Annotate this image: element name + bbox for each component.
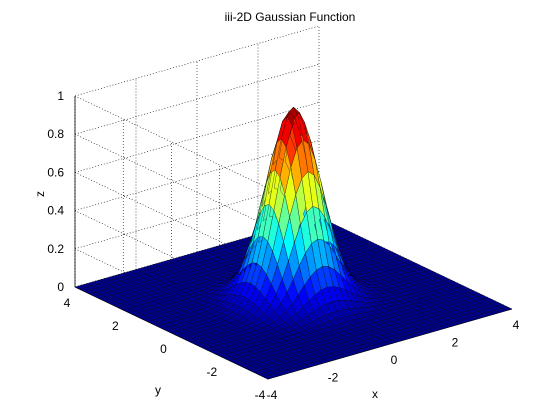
- back-wall-grid-line: [74, 25, 320, 97]
- z-tick-label: 0.6: [47, 165, 64, 179]
- x-tick-label: -4: [267, 388, 278, 402]
- back-wall-grid-line: [74, 102, 320, 173]
- y-axis-label: y: [155, 383, 161, 397]
- z-tick-label: 1: [57, 89, 64, 103]
- x-tick-label: 4: [513, 318, 520, 332]
- y-tick-label: 2: [112, 319, 119, 333]
- z-tick-label: 0: [57, 280, 64, 294]
- y-tick-label: -2: [206, 365, 217, 379]
- z-tick-label: 0.8: [47, 127, 64, 141]
- y-tick-label: 4: [64, 296, 71, 310]
- z-tick-label: 0.2: [47, 242, 64, 256]
- x-tick-label: 0: [391, 353, 398, 367]
- gaussian-surface: [74, 106, 513, 380]
- y-tick-label: 0: [160, 342, 167, 356]
- x-tick-label: -2: [328, 371, 339, 385]
- back-wall-grid-line: [74, 178, 320, 250]
- back-wall-grid-line: [74, 63, 320, 135]
- back-wall-grid-line: [74, 140, 320, 211]
- side-wall-grid-line: [74, 95, 269, 189]
- surface-patch: [500, 306, 513, 311]
- y-tick-label: -4: [255, 388, 266, 402]
- x-axis-label: x: [372, 387, 378, 401]
- chart-title: iii-2D Gaussian Function: [225, 10, 356, 24]
- x-tick-label: 2: [452, 336, 459, 350]
- z-axis-label: z: [33, 191, 47, 197]
- z-tick-label: 0.4: [47, 204, 64, 218]
